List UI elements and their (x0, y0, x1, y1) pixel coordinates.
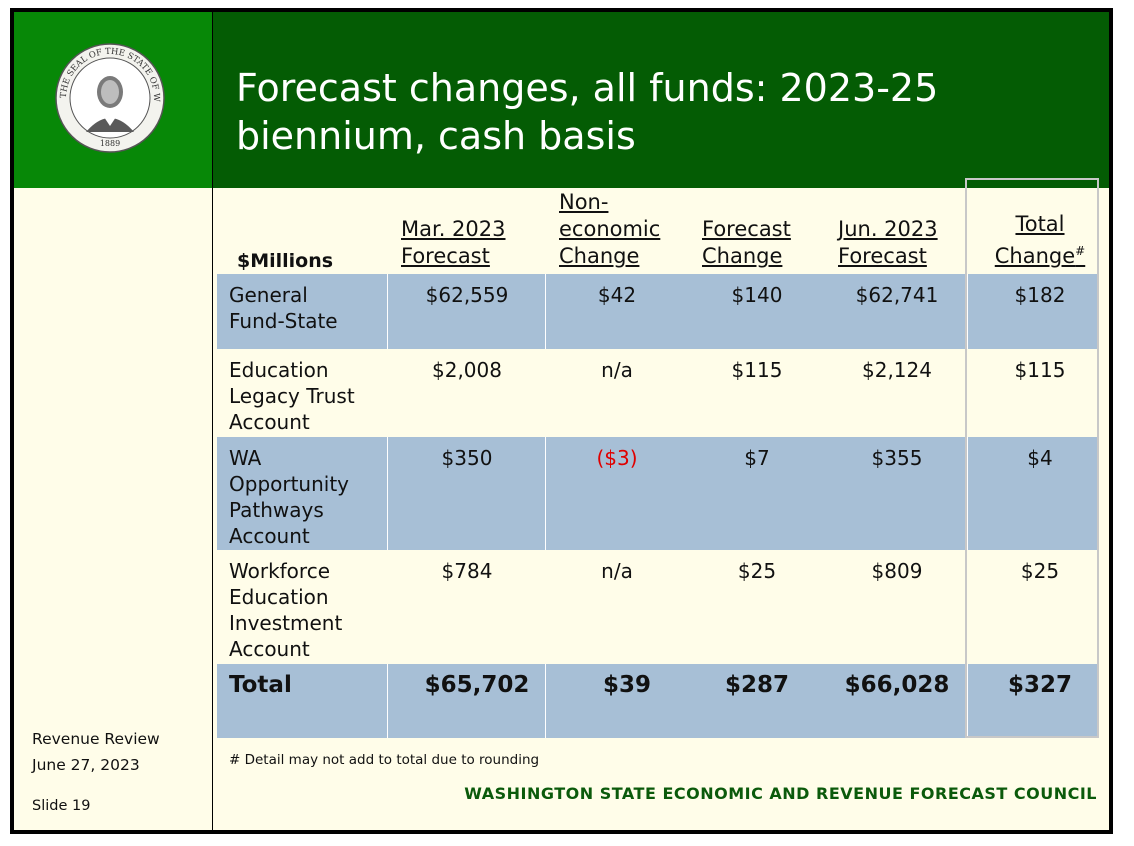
slide-number: Slide 19 (32, 798, 91, 814)
cell-noneconomic: $42 (597, 283, 637, 307)
slide-frame: THE SEAL OF THE STATE OF WASHINGTON 1889… (10, 8, 1113, 834)
cell-forecast-change: $7 (744, 446, 770, 470)
total-mar-forecast: $65,702 (424, 672, 530, 698)
footnote-mark: # (1075, 244, 1086, 258)
table-row: Workforce Education Investment Account $784… (217, 550, 1099, 664)
vertical-divider (212, 12, 213, 830)
cell-jun-forecast: $62,741 (855, 283, 939, 307)
council-name: WASHINGTON STATE ECONOMIC AND REVENUE FO… (464, 784, 1097, 803)
table-row: General Fund-State $62,559 $42 $140 $62,7… (217, 274, 1099, 349)
header-line: Mar. 2023 (401, 217, 506, 241)
header-line: Change (559, 244, 640, 268)
cell-forecast-change: $25 (737, 559, 777, 583)
header-line: Jun. 2023 (838, 217, 938, 241)
table-row: Education Legacy Trust Account $2,008 n/a … (217, 349, 1099, 437)
cell-mar-forecast: $2,008 (432, 358, 502, 382)
row-name: WA Opportunity Pathways Account (229, 446, 350, 548)
row-name: General Fund-State (229, 283, 338, 333)
cell-total-change: $115 (1014, 358, 1066, 382)
total-label: Total (229, 672, 292, 698)
header-total-change: Total Change# (981, 211, 1099, 270)
cell-forecast-change: $140 (731, 283, 783, 307)
row-name: Education Legacy Trust Account (229, 358, 355, 434)
cell-mar-forecast: $62,559 (425, 283, 509, 307)
header-line: Change (702, 244, 783, 268)
footnote: # Detail may not add to total due to rou… (229, 752, 540, 768)
header-line: Forecast (702, 217, 791, 241)
header-line: Non- (559, 190, 609, 214)
cell-jun-forecast: $809 (871, 559, 923, 583)
total-noneconomic: $39 (602, 672, 651, 698)
review-label: Revenue Review (32, 730, 160, 748)
cell-noneconomic: n/a (601, 559, 633, 583)
total-forecast-change: $287 (724, 672, 789, 698)
header-line: Forecast (401, 244, 490, 268)
title-line-1: Forecast changes, all funds: 2023-25 (236, 66, 939, 110)
cell-total-change: $4 (1027, 446, 1053, 470)
cell-total-change: $25 (1020, 559, 1060, 583)
cell-jun-forecast: $2,124 (862, 358, 932, 382)
cell-noneconomic-negative: ($3) (596, 446, 638, 470)
total-total-change: $327 (1007, 672, 1072, 698)
header-noneconomic-change: Non- economic Change (559, 189, 660, 270)
header-forecast-change: Forecast Change (702, 216, 791, 270)
cell-noneconomic: n/a (601, 358, 633, 382)
title-line-2: biennium, cash basis (236, 114, 636, 158)
slide-title: Forecast changes, all funds: 2023-25 bie… (236, 64, 938, 160)
seal-panel: THE SEAL OF THE STATE OF WASHINGTON 1889 (14, 12, 212, 188)
total-jun-forecast: $66,028 (844, 672, 950, 698)
unit-label: $Millions (237, 250, 334, 272)
header-jun-forecast: Jun. 2023 Forecast (838, 216, 938, 270)
seal-year: 1889 (100, 139, 120, 148)
cell-jun-forecast: $355 (871, 446, 923, 470)
title-band: Forecast changes, all funds: 2023-25 bie… (213, 12, 1109, 188)
cell-forecast-change: $115 (731, 358, 783, 382)
cell-mar-forecast: $350 (441, 446, 493, 470)
header-mar-forecast: Mar. 2023 Forecast (401, 216, 506, 270)
total-change-highlight-box (965, 178, 1099, 738)
header-line: Total (1015, 212, 1065, 236)
row-name: Workforce Education Investment Account (229, 559, 343, 661)
header-line: economic (559, 217, 661, 241)
cell-mar-forecast: $784 (441, 559, 493, 583)
table-header: $Millions Mar. 2023 Forecast Non- econom… (217, 188, 1099, 274)
table-row: WA Opportunity Pathways Account $350 ($3) $… (217, 437, 1099, 550)
cell-total-change: $182 (1014, 283, 1066, 307)
review-date: June 27, 2023 (32, 756, 140, 774)
header-line: Forecast (838, 244, 927, 268)
header-line: Change (994, 244, 1076, 268)
washington-state-seal: THE SEAL OF THE STATE OF WASHINGTON 1889 (54, 42, 165, 153)
table-total-row: Total $65,702 $39 $287 $66,028 $327 (217, 664, 1099, 738)
